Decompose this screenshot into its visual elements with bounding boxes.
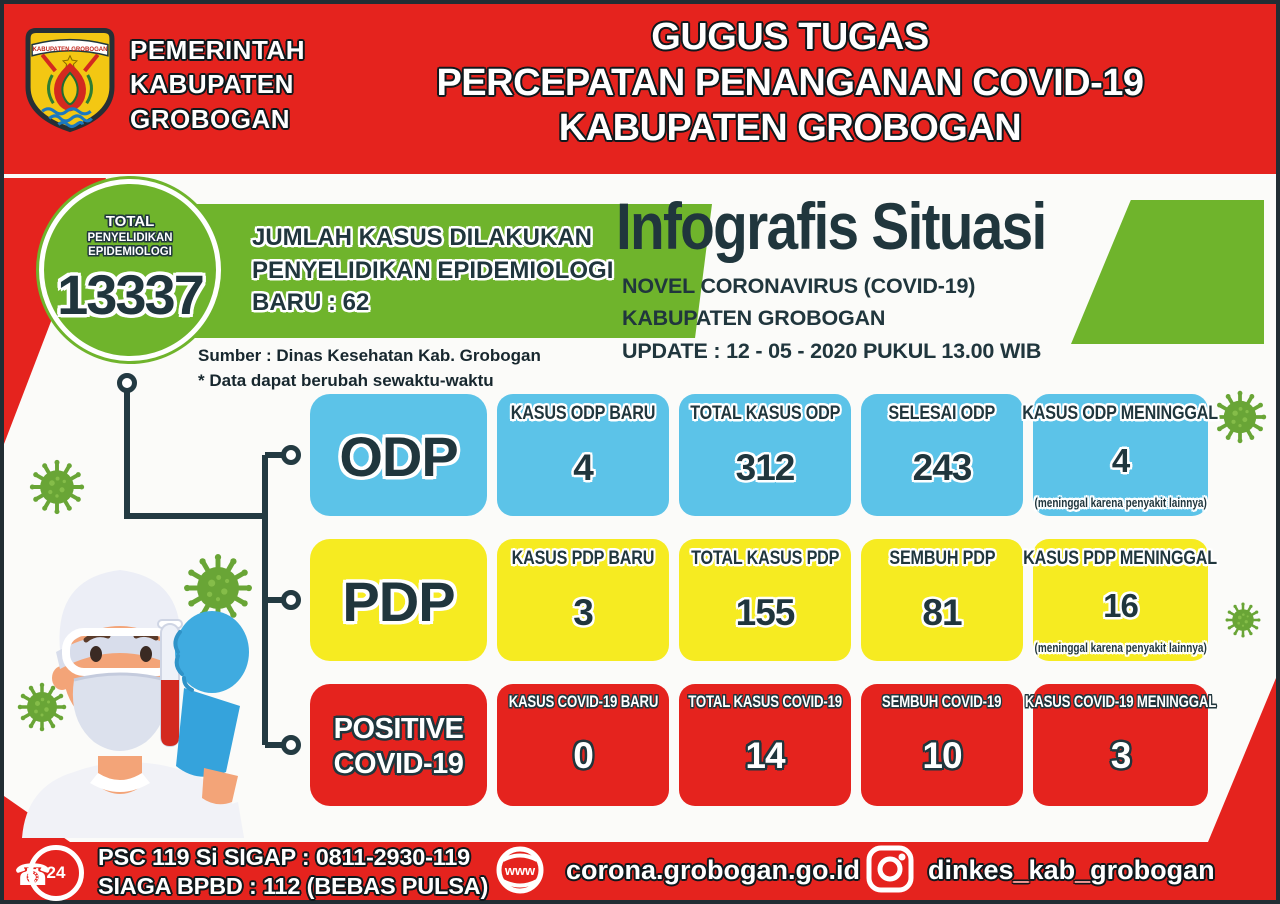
row-label-text: PDP: [342, 570, 455, 633]
stat-value: 81: [922, 591, 962, 633]
instagram-handle: dinkes_kab_grobogan: [928, 855, 1215, 885]
stat-cell: SEMBUH PDP 81: [861, 539, 1023, 661]
case-table: ODP KASUS ODP BARU 4 TOTAL KASUS ODP 312…: [310, 394, 1219, 806]
row-label-text: ODP: [339, 425, 458, 488]
epid-box-line: BARU : 62: [252, 289, 370, 317]
infographic-subheading: NOVEL CORONAVIRUS (COVID-19) KABUPATEN G…: [622, 270, 1041, 367]
grobogan-crest-icon: KABUPATEN GROBOGAN: [25, 27, 115, 133]
subheading-line: NOVEL CORONAVIRUS (COVID-19): [622, 274, 976, 298]
stat-value: 0: [573, 735, 594, 776]
infographic-heading: Infografis Situasi: [616, 189, 1047, 263]
logo-banner-text: KABUPATEN GROBOGAN: [32, 47, 107, 53]
stat-title: KASUS ODP MENINGGAL: [1022, 403, 1219, 424]
stat-title: SELESAI ODP: [888, 403, 996, 424]
stat-value: 16: [1103, 586, 1139, 624]
hotline-numbers: PSC 119 Si SIGAP : 0811-2930-119 SIAGA B…: [98, 843, 488, 901]
stat-title: KASUS PDP BARU: [511, 548, 655, 569]
stat-value: 3: [1110, 735, 1132, 776]
stat-cell: KASUS ODP BARU 4: [497, 394, 669, 516]
stat-value: 4: [1111, 441, 1130, 479]
stat-cell: KASUS PDP MENINGGAL 16 (meninggal karena…: [1024, 539, 1218, 661]
source-line: Sumber : Dinas Kesehatan Kab. Grobogan: [198, 346, 541, 365]
virus-icon: [29, 459, 85, 515]
website-url: corona.grobogan.go.id: [566, 855, 860, 885]
stat-title: KASUS COVID-19 MENINGGAL: [1024, 693, 1217, 711]
epid-circle-label: TOTAL: [105, 213, 155, 230]
stat-cell: TOTAL KASUS PDP 155: [679, 539, 851, 661]
stat-title: TOTAL KASUS ODP: [690, 403, 840, 424]
row-label-positive-covid: POSITIVE COVID-19: [310, 684, 487, 806]
stat-value: 155: [735, 591, 796, 633]
subheading-line: UPDATE : 12 - 05 - 2020 PUKUL 13.00 WIB: [622, 338, 1042, 363]
epid-box-line: PENYELIDIKAN EPIDEMIOLOGI: [252, 256, 614, 284]
poster-title: GUGUS TUGAS PERCEPATAN PENANGANAN COVID-…: [340, 15, 1240, 152]
virus-icon: [1225, 602, 1261, 638]
epidemiology-total-badge: TOTAL PENYELIDIKAN EPIDEMIOLOGI 13337: [36, 176, 224, 364]
epid-circle-label: PENYELIDIKAN EPIDEMIOLOGI: [87, 230, 173, 258]
title-line: KABUPATEN GROBOGAN: [558, 107, 1022, 150]
stat-title: SEMBUH PDP: [889, 548, 995, 569]
stat-cell: SELESAI ODP 243: [861, 394, 1023, 516]
stat-title: KASUS PDP MENINGGAL: [1023, 548, 1218, 569]
stat-value: 243: [912, 446, 973, 488]
title-line: GUGUS TUGAS: [651, 16, 929, 58]
row-label-odp: ODP: [310, 394, 487, 516]
medic-with-test-tube-illustration: [22, 570, 249, 838]
stat-title: KASUS COVID-19 BARU: [508, 693, 658, 711]
stat-cell: KASUS ODP MENINGGAL 4 (meninggal karena …: [1023, 394, 1219, 516]
hotline-line: PSC 119 Si SIGAP : 0811-2930-119: [98, 844, 471, 870]
row-label-pdp: PDP: [310, 539, 487, 661]
stat-cell: KASUS COVID-19 MENINGGAL 3: [1025, 684, 1216, 806]
data-source-note: Sumber : Dinas Kesehatan Kab. Grobogan *…: [198, 344, 541, 393]
stat-cell: SEMBUH COVID-19 10: [861, 684, 1023, 806]
www-globe-icon: www: [496, 846, 544, 894]
stat-value: 4: [573, 446, 594, 488]
org-line: GROBOGAN: [130, 103, 290, 134]
stat-value: 3: [573, 591, 594, 633]
stat-value: 14: [745, 735, 785, 776]
epid-total-value: 13337: [57, 263, 205, 326]
stat-title: TOTAL KASUS COVID-19: [688, 693, 842, 711]
stat-value: 10: [922, 735, 962, 776]
stat-cell: KASUS PDP BARU 3: [497, 539, 669, 661]
stat-cell: TOTAL KASUS ODP 312: [679, 394, 851, 516]
stat-cell: TOTAL KASUS COVID-19 14: [679, 684, 851, 806]
phone-handset-icon: ☎: [14, 859, 52, 892]
org-line: KABUPATEN: [130, 69, 294, 100]
stat-note: (meninggal karena penyakit lainnya): [1034, 641, 1207, 655]
stat-note: (meninggal karena penyakit lainnya): [1034, 496, 1207, 510]
subheading-line: KABUPATEN GROBOGAN: [622, 306, 886, 331]
phone-24-icon: 24: [28, 845, 84, 901]
phone-24-badge: 24: [46, 863, 66, 882]
stat-title: TOTAL KASUS PDP: [690, 548, 840, 569]
www-label: www: [504, 863, 536, 878]
stat-title: KASUS ODP BARU: [510, 403, 656, 424]
org-line: PEMERINTAH: [130, 35, 305, 65]
stat-title: SEMBUH COVID-19: [882, 693, 1002, 711]
instagram-icon: [866, 845, 914, 893]
stat-cell: KASUS COVID-19 BARU 0: [497, 684, 669, 806]
title-line: PERCEPATAN PENANGANAN COVID-19: [436, 61, 1144, 104]
row-label-text: COVID-19: [333, 747, 464, 780]
epidemiology-summary-box: JUMLAH KASUS DILAKUKAN PENYELIDIKAN EPID…: [146, 204, 712, 338]
epid-box-line: JUMLAH KASUS DILAKUKAN: [252, 224, 592, 252]
source-line: * Data dapat berubah sewaktu-waktu: [198, 370, 494, 390]
row-label-text: POSITIVE: [333, 712, 464, 745]
stat-value: 312: [735, 446, 796, 488]
org-name: PEMERINTAH KABUPATEN GROBOGAN: [130, 33, 305, 136]
hotline-line: SIAGA BPBD : 112 (BEBAS PULSA): [98, 872, 489, 899]
